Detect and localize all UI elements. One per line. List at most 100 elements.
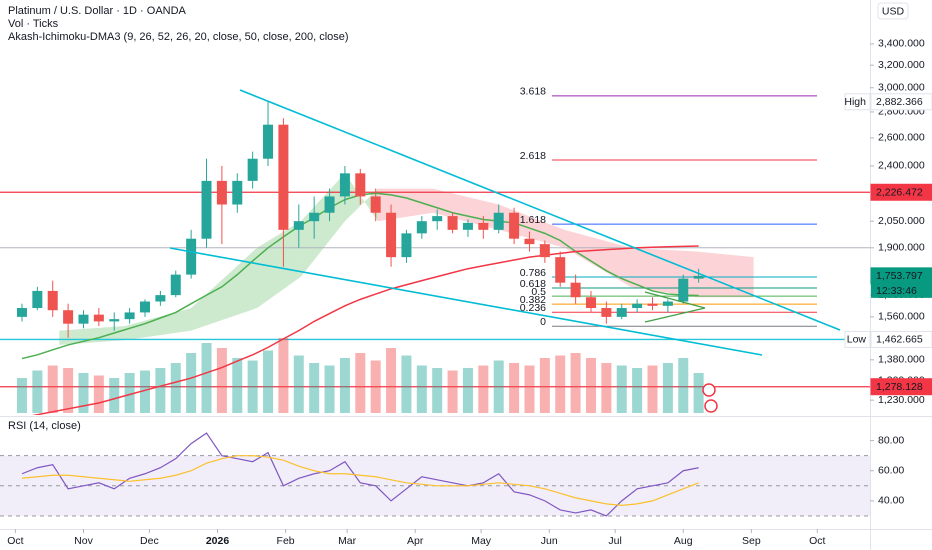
x-tick-label: Oct bbox=[7, 535, 23, 547]
ichimoku-cloud bbox=[191, 247, 258, 331]
indicator-legend: Akash-Ichimoku-DMA3 (9, 26, 52, 26, 20, … bbox=[8, 31, 349, 43]
rsi-y-tick-label: 60.00 bbox=[878, 465, 904, 477]
y-tick-label: 1,900.000 bbox=[878, 242, 925, 254]
ichimoku-cloud bbox=[59, 325, 126, 345]
rsi-y-tick-label: 40.00 bbox=[878, 495, 904, 507]
volume-bar bbox=[263, 350, 274, 413]
volume-bar bbox=[524, 365, 535, 413]
price-label-name-box bbox=[844, 330, 871, 348]
candle-body bbox=[263, 124, 274, 159]
trendline bbox=[239, 89, 841, 331]
candle-body bbox=[339, 173, 350, 197]
candle-body bbox=[678, 278, 689, 302]
volume-bar bbox=[16, 378, 27, 413]
fib-label: 2.618 bbox=[520, 150, 546, 162]
candle-body bbox=[447, 216, 458, 230]
candle-body bbox=[47, 290, 58, 311]
candle-body bbox=[216, 180, 227, 205]
rsi-pane bbox=[0, 432, 870, 517]
y-tick-label: 1,560.000 bbox=[878, 311, 925, 323]
candle-body bbox=[478, 222, 489, 230]
x-tick-label: May bbox=[471, 535, 492, 547]
event-icon[interactable] bbox=[704, 399, 718, 413]
price-label: 1,278.128 bbox=[876, 381, 923, 393]
volume-bar bbox=[493, 360, 504, 413]
candle-body bbox=[555, 257, 566, 283]
fib-label: 1.618 bbox=[520, 214, 546, 226]
pattern-line bbox=[644, 307, 706, 323]
volume-bar bbox=[170, 363, 181, 413]
price-label-box bbox=[870, 183, 932, 201]
candle-body bbox=[93, 314, 104, 322]
candle-body bbox=[32, 290, 43, 309]
rsi-title: RSI (14, close) bbox=[8, 420, 81, 432]
ichimoku-cloud bbox=[125, 308, 192, 341]
candle-body bbox=[201, 180, 212, 239]
fib-label: 0.236 bbox=[520, 302, 546, 314]
price-label-box bbox=[870, 330, 932, 348]
rsi-ma-line bbox=[21, 455, 699, 506]
ichimoku-cloud bbox=[344, 173, 378, 222]
volume-bar bbox=[63, 368, 74, 413]
volume-bar bbox=[32, 370, 43, 413]
chart-title: Platinum / U.S. Dollar · 1D · OANDA bbox=[8, 5, 187, 17]
currency[interactable]: USD bbox=[882, 5, 905, 17]
x-tick-label: 2026 bbox=[206, 535, 230, 547]
rsi-y-tick-label: 80.00 bbox=[878, 434, 904, 446]
drawings bbox=[169, 89, 841, 356]
candle-body bbox=[170, 274, 181, 296]
price-label-box bbox=[870, 378, 932, 396]
candle-body bbox=[109, 319, 120, 322]
candle-body bbox=[570, 282, 581, 298]
volume-bar bbox=[678, 358, 689, 413]
volume-bar bbox=[293, 355, 304, 413]
price-labels: 2,882.366 High 2,226.472 1,753.797 12:33:46 1… bbox=[844, 93, 932, 396]
candle-body bbox=[462, 222, 473, 230]
volume-bar bbox=[555, 355, 566, 413]
x-tick-label: Nov bbox=[74, 535, 93, 547]
pattern-line bbox=[644, 291, 706, 309]
candle-body bbox=[293, 221, 304, 230]
price-label-name: High bbox=[844, 96, 866, 108]
countdown: 12:33:46 bbox=[876, 285, 917, 297]
y-tick-label: 3,200.000 bbox=[878, 59, 925, 71]
y-tick-label: 1,380.000 bbox=[878, 354, 925, 366]
volume-bar bbox=[632, 368, 643, 413]
volume-bar bbox=[355, 353, 366, 413]
volume-bar bbox=[324, 365, 335, 413]
candle-body bbox=[247, 158, 258, 181]
volume-bar bbox=[509, 363, 520, 413]
volume-bar bbox=[478, 365, 489, 413]
price-label: 2,226.472 bbox=[876, 187, 923, 199]
volume-bar bbox=[462, 368, 473, 413]
volume-bar bbox=[339, 358, 350, 413]
volume-bar bbox=[386, 348, 397, 413]
candle-body bbox=[509, 212, 520, 239]
alert-icon[interactable] bbox=[702, 383, 716, 397]
x-tick-label: Oct bbox=[809, 535, 825, 547]
volume-bar bbox=[416, 365, 427, 413]
candle-body bbox=[78, 314, 89, 324]
x-tick-label: Dec bbox=[140, 535, 159, 547]
volume-bar bbox=[616, 365, 627, 413]
currency-box[interactable] bbox=[877, 2, 909, 20]
ichimoku-cloud bbox=[696, 251, 754, 298]
volume-bar bbox=[124, 373, 135, 413]
candle-body bbox=[232, 180, 243, 205]
candle-body bbox=[63, 310, 74, 324]
fib-label: 0 bbox=[540, 316, 546, 328]
volume-bar bbox=[432, 368, 443, 413]
volume-bar bbox=[309, 363, 320, 413]
candle-body bbox=[278, 124, 289, 230]
candle-body bbox=[324, 196, 335, 213]
volume-bar bbox=[201, 343, 212, 413]
volume-bar bbox=[186, 353, 197, 413]
y-tick-label: 1,230.000 bbox=[878, 394, 925, 406]
candle-body bbox=[601, 308, 612, 317]
y-tick-label: 3,000.000 bbox=[878, 82, 925, 94]
volume-bar bbox=[78, 373, 89, 413]
candle-body bbox=[16, 308, 27, 317]
